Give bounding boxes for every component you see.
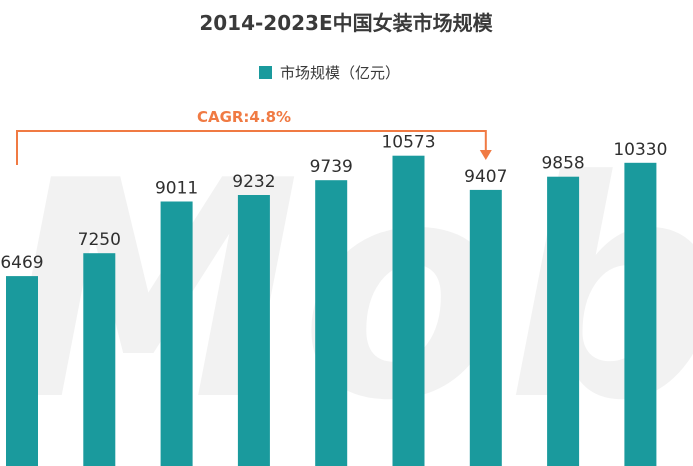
cagr-arrowhead [479, 150, 492, 160]
bar [6, 276, 38, 466]
data-label: 9232 [232, 172, 275, 192]
bar [624, 162, 657, 466]
chart-title: 2014-2023E中国女装市场规模 [199, 11, 493, 35]
legend-swatch [259, 66, 272, 79]
data-label: 9011 [155, 179, 198, 199]
data-label: 9739 [310, 157, 353, 177]
legend: 市场规模（亿元） [259, 64, 400, 82]
bar [160, 201, 193, 466]
cagr-label: CAGR:4.8% [197, 108, 291, 126]
bar [392, 155, 425, 466]
data-label: 10330 [613, 140, 667, 160]
data-label: 10573 [381, 133, 435, 153]
data-label: 9858 [541, 154, 584, 174]
data-label: 7250 [78, 230, 121, 250]
value-labels: 6469 7250 9011 9232 9739 10573 9407 9858 10330 [0, 133, 667, 273]
data-label: 9407 [464, 167, 507, 187]
bar [469, 189, 502, 466]
bar [83, 253, 116, 466]
bars [6, 155, 657, 466]
bar [237, 195, 270, 466]
cagr-annotation: CAGR:4.8% [16, 108, 492, 165]
data-label: 6469 [0, 253, 43, 273]
bar [315, 180, 348, 466]
cagr-bracket [16, 130, 487, 165]
bar [547, 176, 580, 466]
legend-label: 市场规模（亿元） [280, 64, 400, 82]
